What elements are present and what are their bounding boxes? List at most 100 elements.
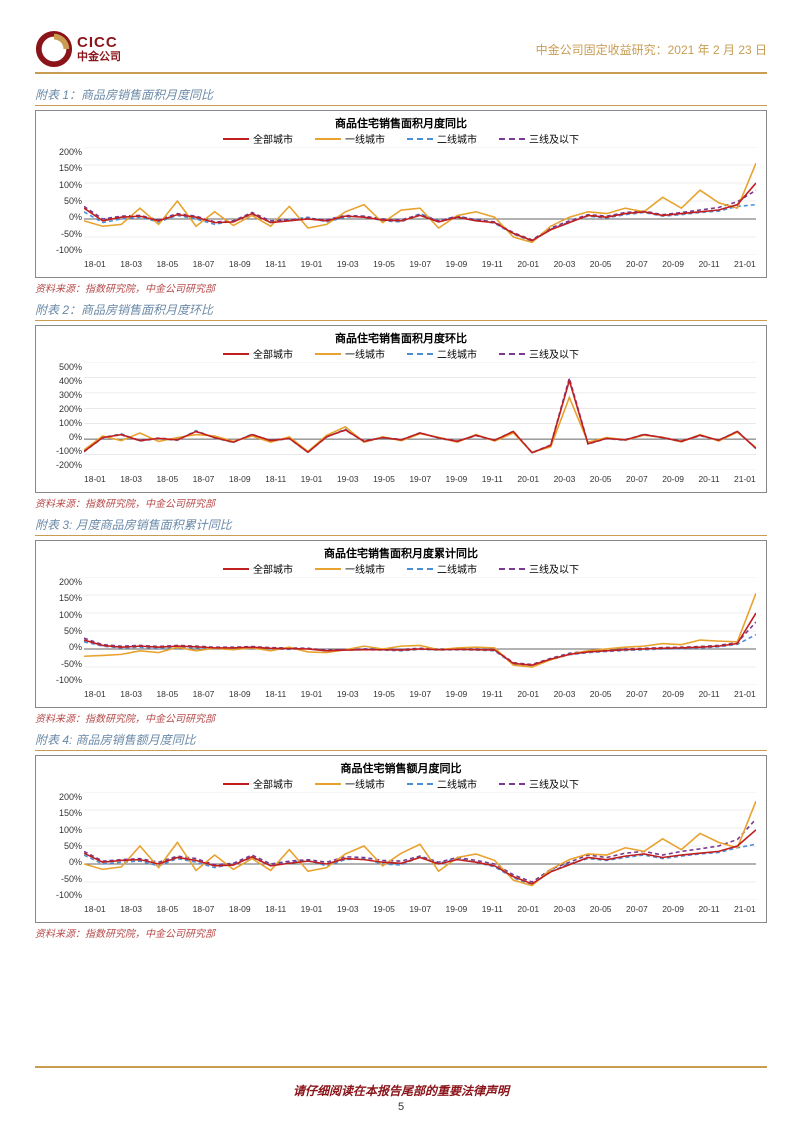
y-axis: 500%400%300%200%100%0%-100%-200% xyxy=(40,362,82,470)
y-tick-label: 200% xyxy=(40,147,82,157)
legend-item: 一线城市 xyxy=(315,131,385,146)
x-tick-label: 21-01 xyxy=(734,474,756,488)
legend-label: 三线及以下 xyxy=(529,561,579,576)
x-tick-label: 19-09 xyxy=(446,474,468,488)
x-tick-label: 19-11 xyxy=(482,689,503,703)
chart-source: 资料来源：指数研究院，中金公司研究部 xyxy=(35,925,767,940)
chart-inner-title: 商品住宅销售面积月度环比 xyxy=(36,330,766,346)
x-tick-label: 19-11 xyxy=(482,904,503,918)
chart-container: 商品住宅销售面积月度环比全部城市一线城市二线城市三线及以下500%400%300… xyxy=(35,325,767,493)
legend-label: 全部城市 xyxy=(253,131,293,146)
logo-text-cn: 中金公司 xyxy=(77,52,121,63)
y-tick-label: 0% xyxy=(40,212,82,222)
x-tick-label: 20-01 xyxy=(517,904,539,918)
series-line xyxy=(84,381,756,453)
x-tick-label: 18-07 xyxy=(193,904,215,918)
x-tick-label: 20-11 xyxy=(698,689,719,703)
x-tick-label: 19-05 xyxy=(373,474,395,488)
x-tick-label: 18-07 xyxy=(193,689,215,703)
y-tick-label: 200% xyxy=(40,404,82,414)
series-line xyxy=(84,379,756,453)
x-tick-label: 18-11 xyxy=(265,474,286,488)
legend-line-icon xyxy=(315,568,341,570)
x-tick-label: 20-07 xyxy=(626,474,648,488)
x-tick-label: 20-03 xyxy=(554,904,576,918)
x-tick-label: 18-05 xyxy=(156,689,178,703)
x-tick-label: 20-11 xyxy=(698,259,719,273)
series-line xyxy=(84,830,756,884)
header-title: 中金公司固定收益研究：2021 年 2 月 23 日 xyxy=(536,41,767,58)
logo-text-en: CICC xyxy=(77,35,121,50)
y-tick-label: 150% xyxy=(40,593,82,603)
header-date: 2021 年 2 月 23 日 xyxy=(668,43,767,57)
y-tick-label: 200% xyxy=(40,577,82,587)
legend-item: 一线城市 xyxy=(315,561,385,576)
legend-line-icon xyxy=(315,783,341,785)
x-tick-label: 18-07 xyxy=(193,259,215,273)
x-tick-label: 20-01 xyxy=(517,689,539,703)
x-tick-label: 19-11 xyxy=(482,259,503,273)
x-tick-label: 20-05 xyxy=(590,689,612,703)
page-header: CICC 中金公司 中金公司固定收益研究：2021 年 2 月 23 日 xyxy=(35,30,767,74)
x-tick-label: 19-07 xyxy=(409,474,431,488)
series-line xyxy=(84,397,756,452)
y-tick-label: 100% xyxy=(40,180,82,190)
x-tick-label: 18-05 xyxy=(156,474,178,488)
y-tick-label: 0% xyxy=(40,642,82,652)
legend-item: 三线及以下 xyxy=(499,346,579,361)
legend-label: 全部城市 xyxy=(253,346,293,361)
logo: CICC 中金公司 xyxy=(35,30,121,68)
x-tick-label: 18-01 xyxy=(84,689,106,703)
y-tick-label: 100% xyxy=(40,418,82,428)
legend-label: 三线及以下 xyxy=(529,131,579,146)
y-tick-label: 500% xyxy=(40,362,82,372)
legend-label: 全部城市 xyxy=(253,776,293,791)
series-line xyxy=(84,613,756,665)
x-tick-label: 20-03 xyxy=(554,259,576,273)
chart-block: 附表 4: 商品房销售额月度同比商品住宅销售额月度同比全部城市一线城市二线城市三… xyxy=(35,731,767,940)
chart-inner-title: 商品住宅销售额月度同比 xyxy=(36,760,766,776)
legend-line-icon xyxy=(499,783,525,785)
chart-plot-area xyxy=(84,792,756,900)
page-footer: 请仔细阅读在本报告尾部的重要法律声明 5 xyxy=(35,1066,767,1113)
x-tick-label: 18-03 xyxy=(120,474,142,488)
legend-line-icon xyxy=(407,783,433,785)
legend-label: 二线城市 xyxy=(437,776,477,791)
chart-source: 资料来源：指数研究院，中金公司研究部 xyxy=(35,280,767,295)
legend-label: 全部城市 xyxy=(253,561,293,576)
chart-container: 商品住宅销售面积月度同比全部城市一线城市二线城市三线及以下200%150%100… xyxy=(35,110,767,278)
series-line xyxy=(84,593,756,667)
y-tick-label: 50% xyxy=(40,841,82,851)
x-tick-label: 18-11 xyxy=(265,689,286,703)
chart-legend: 全部城市一线城市二线城市三线及以下 xyxy=(223,131,579,146)
legend-label: 二线城市 xyxy=(437,346,477,361)
x-tick-label: 18-01 xyxy=(84,259,106,273)
page-number: 5 xyxy=(35,1101,767,1113)
legend-label: 一线城市 xyxy=(345,561,385,576)
charts-section: 附表 1：商品房销售面积月度同比商品住宅销售面积月度同比全部城市一线城市二线城市… xyxy=(35,86,767,946)
legend-line-icon xyxy=(223,353,249,355)
series-line xyxy=(84,844,756,885)
series-line xyxy=(84,378,756,452)
legend-item: 三线及以下 xyxy=(499,131,579,146)
x-tick-label: 19-03 xyxy=(337,689,359,703)
x-tick-label: 20-03 xyxy=(554,474,576,488)
legend-item: 全部城市 xyxy=(223,776,293,791)
legend-line-icon xyxy=(407,138,433,140)
header-prefix: 中金公司固定收益研究： xyxy=(536,43,668,57)
legend-item: 一线城市 xyxy=(315,776,385,791)
legend-item: 全部城市 xyxy=(223,561,293,576)
x-tick-label: 18-09 xyxy=(229,259,251,273)
series-line xyxy=(84,819,756,882)
x-tick-label: 20-07 xyxy=(626,689,648,703)
y-tick-label: -200% xyxy=(40,460,82,470)
legend-line-icon xyxy=(223,783,249,785)
x-axis: 18-0118-0318-0518-0718-0918-1119-0119-03… xyxy=(84,689,756,703)
y-axis: 200%150%100%50%0%-50%-100% xyxy=(40,147,82,255)
legend-line-icon xyxy=(315,138,341,140)
y-tick-label: 100% xyxy=(40,825,82,835)
x-tick-label: 18-09 xyxy=(229,474,251,488)
x-tick-label: 19-05 xyxy=(373,259,395,273)
chart-title: 附表 2：商品房销售面积月度环比 xyxy=(35,301,767,321)
legend-label: 一线城市 xyxy=(345,776,385,791)
